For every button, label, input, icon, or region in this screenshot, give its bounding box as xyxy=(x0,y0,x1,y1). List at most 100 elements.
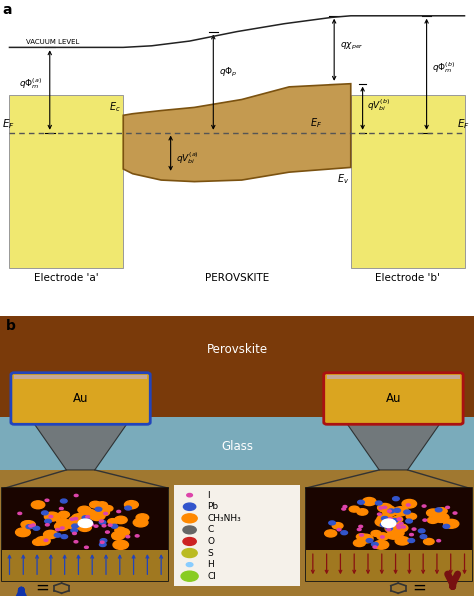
Circle shape xyxy=(408,539,415,542)
FancyBboxPatch shape xyxy=(324,372,463,424)
Text: Pb: Pb xyxy=(207,502,218,511)
Circle shape xyxy=(183,503,196,510)
Circle shape xyxy=(31,501,45,509)
Circle shape xyxy=(387,531,401,539)
Circle shape xyxy=(42,511,48,515)
Circle shape xyxy=(113,540,128,550)
FancyBboxPatch shape xyxy=(11,372,150,424)
Circle shape xyxy=(117,510,120,513)
Circle shape xyxy=(390,529,404,537)
Circle shape xyxy=(69,516,84,526)
Circle shape xyxy=(394,524,408,532)
Circle shape xyxy=(73,522,84,529)
Circle shape xyxy=(81,523,87,527)
Circle shape xyxy=(377,533,389,540)
Circle shape xyxy=(31,524,35,526)
Circle shape xyxy=(379,507,383,509)
Circle shape xyxy=(74,541,78,543)
Circle shape xyxy=(392,519,398,523)
Bar xyxy=(327,375,460,379)
Circle shape xyxy=(85,523,89,526)
Circle shape xyxy=(133,518,148,527)
Circle shape xyxy=(329,521,336,525)
Circle shape xyxy=(112,532,125,539)
Circle shape xyxy=(374,541,389,550)
Circle shape xyxy=(44,539,48,541)
Polygon shape xyxy=(346,423,441,470)
Circle shape xyxy=(181,571,198,581)
Circle shape xyxy=(100,539,107,542)
Bar xyxy=(2,488,168,581)
Text: $qV_{bi}^{(b)}$: $qV_{bi}^{(b)}$ xyxy=(367,97,391,113)
Circle shape xyxy=(94,525,98,527)
Text: $E_F$: $E_F$ xyxy=(310,116,323,129)
Circle shape xyxy=(372,542,378,547)
Circle shape xyxy=(388,518,392,520)
Circle shape xyxy=(397,526,401,529)
Text: Electrode 'a': Electrode 'a' xyxy=(34,273,99,283)
Bar xyxy=(9,95,123,268)
Text: $qV_{bi}^{(a)}$: $qV_{bi}^{(a)}$ xyxy=(176,150,199,166)
Circle shape xyxy=(55,522,69,530)
Circle shape xyxy=(100,520,103,522)
Circle shape xyxy=(366,539,373,542)
Circle shape xyxy=(406,513,417,520)
Circle shape xyxy=(436,508,447,514)
Circle shape xyxy=(72,514,87,523)
Circle shape xyxy=(453,512,457,514)
Circle shape xyxy=(386,526,392,530)
Circle shape xyxy=(95,507,102,511)
Circle shape xyxy=(36,536,50,545)
Circle shape xyxy=(74,517,78,520)
Circle shape xyxy=(70,518,74,520)
Text: $q\chi_{per}$: $q\chi_{per}$ xyxy=(340,41,364,52)
Text: Au: Au xyxy=(386,392,401,405)
Circle shape xyxy=(125,506,131,510)
Text: $E_v$: $E_v$ xyxy=(337,172,349,186)
Text: Perovskite: Perovskite xyxy=(207,343,267,356)
Circle shape xyxy=(398,518,401,520)
Circle shape xyxy=(182,548,197,557)
Circle shape xyxy=(375,517,390,526)
Circle shape xyxy=(443,524,450,528)
Circle shape xyxy=(61,520,70,526)
Circle shape xyxy=(111,524,118,528)
Circle shape xyxy=(342,508,346,510)
Circle shape xyxy=(72,524,78,528)
Circle shape xyxy=(359,525,363,527)
Circle shape xyxy=(392,496,399,501)
Circle shape xyxy=(26,524,33,529)
Circle shape xyxy=(420,535,427,539)
Circle shape xyxy=(82,516,89,520)
Circle shape xyxy=(382,517,388,520)
Text: CH₃NH₃: CH₃NH₃ xyxy=(207,514,241,523)
Circle shape xyxy=(44,530,57,539)
Circle shape xyxy=(100,541,104,544)
Circle shape xyxy=(45,499,49,501)
Text: Glass: Glass xyxy=(221,440,253,452)
Circle shape xyxy=(381,536,384,538)
Circle shape xyxy=(106,531,109,533)
Circle shape xyxy=(112,533,122,540)
Circle shape xyxy=(354,539,365,547)
Text: Au: Au xyxy=(73,392,88,405)
Circle shape xyxy=(419,529,425,533)
Circle shape xyxy=(428,517,438,523)
Circle shape xyxy=(103,505,113,511)
Circle shape xyxy=(377,513,381,516)
Circle shape xyxy=(406,504,410,506)
Circle shape xyxy=(360,534,364,536)
Circle shape xyxy=(388,523,399,529)
Circle shape xyxy=(332,523,343,529)
Circle shape xyxy=(33,526,40,530)
Circle shape xyxy=(49,516,53,518)
Circle shape xyxy=(422,505,426,507)
Circle shape xyxy=(358,500,365,504)
Circle shape xyxy=(412,528,416,530)
Text: a: a xyxy=(2,2,12,17)
Circle shape xyxy=(61,535,68,539)
Circle shape xyxy=(67,523,78,529)
Circle shape xyxy=(183,526,196,534)
Circle shape xyxy=(375,501,382,505)
Circle shape xyxy=(404,510,410,514)
